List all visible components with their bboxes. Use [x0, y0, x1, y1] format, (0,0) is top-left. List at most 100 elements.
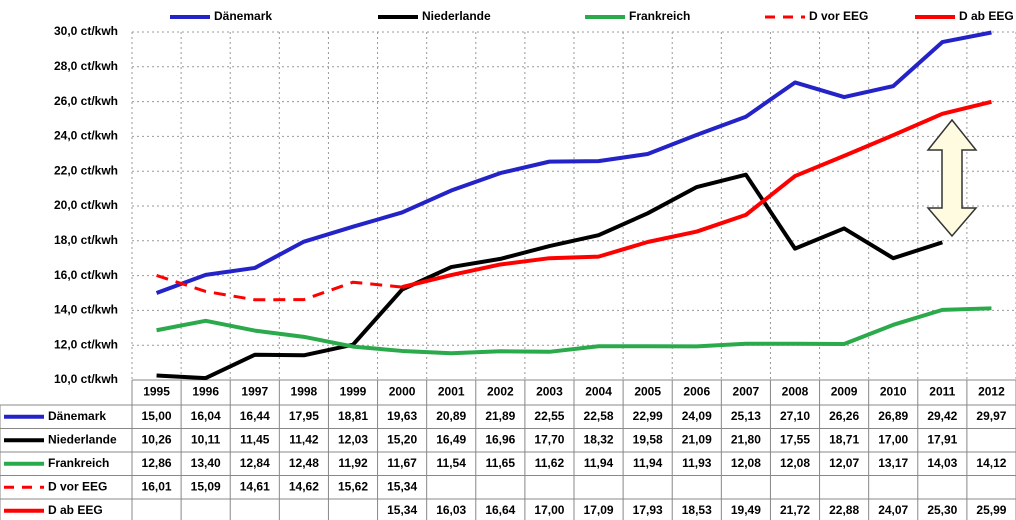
table-cell: 24,07 [878, 503, 908, 517]
legend-label: Dänemark [214, 9, 272, 23]
table-cell: 18,53 [682, 503, 712, 517]
x-tick-label: 2001 [438, 385, 465, 399]
table-cell: 21,80 [731, 432, 761, 446]
legend-label: D ab EEG [959, 9, 1014, 23]
table-row-label: Niederlande [48, 432, 117, 446]
x-tick-label: 2002 [487, 385, 514, 399]
y-tick-label: 20,0 ct/kwh [54, 198, 118, 212]
table-cell: 12,08 [780, 456, 810, 470]
table-cell: 17,70 [534, 432, 564, 446]
table-cell: 26,26 [829, 409, 859, 423]
table-cell: 14,03 [927, 456, 957, 470]
x-tick-label: 1998 [291, 385, 318, 399]
x-tick-label: 2012 [978, 385, 1005, 399]
table-cell: 11,62 [535, 456, 565, 470]
table-cell: 17,95 [289, 409, 319, 423]
table-cell: 19,49 [731, 503, 761, 517]
legend-label: Niederlande [422, 9, 491, 23]
y-tick-label: 18,0 ct/kwh [54, 233, 118, 247]
series-line [156, 306, 992, 356]
table-cell: 21,72 [780, 503, 810, 517]
table-cell: 25,99 [976, 503, 1006, 517]
x-tick-label: 1997 [241, 385, 268, 399]
table-cell: 15,34 [387, 479, 417, 493]
table-cell: 11,65 [486, 456, 516, 470]
y-tick-label: 22,0 ct/kwh [54, 163, 118, 177]
table-cell: 11,93 [682, 456, 712, 470]
x-tick-label: 1999 [340, 385, 367, 399]
x-tick-label: 1996 [192, 385, 219, 399]
x-tick-label: 2000 [389, 385, 416, 399]
y-tick-label: 14,0 ct/kwh [54, 303, 118, 317]
table-cell: 27,10 [780, 409, 810, 423]
x-tick-label: 2010 [880, 385, 907, 399]
table-cell: 13,40 [191, 456, 221, 470]
table-cell: 22,88 [829, 503, 859, 517]
table-cell: 17,55 [780, 432, 810, 446]
table-cell: 15,62 [338, 479, 368, 493]
table-cell: 15,34 [387, 503, 417, 517]
table-cell: 22,55 [534, 409, 564, 423]
y-tick-label: 30,0 ct/kwh [54, 24, 118, 38]
table-cell: 11,42 [289, 432, 319, 446]
y-tick-label: 10,0 ct/kwh [54, 372, 118, 386]
table-cell: 22,58 [584, 409, 614, 423]
table-cell: 29,42 [927, 409, 957, 423]
table-cell: 12,84 [240, 456, 270, 470]
table-cell: 21,09 [682, 432, 712, 446]
y-tick-label: 24,0 ct/kwh [54, 129, 118, 143]
series-line [155, 30, 992, 295]
table-cell: 17,00 [878, 432, 908, 446]
x-tick-label: 1995 [143, 385, 170, 399]
table-cell: 10,11 [191, 432, 221, 446]
legend-label: Frankreich [629, 9, 690, 23]
x-tick-label: 2006 [683, 385, 710, 399]
legend-label: D vor EEG [809, 9, 868, 23]
table-cell: 10,26 [142, 432, 172, 446]
table-cell: 16,01 [142, 479, 172, 493]
table-cell: 15,09 [191, 479, 221, 493]
x-tick-label: 2004 [585, 385, 612, 399]
table-cell: 12,03 [338, 432, 368, 446]
table-cell: 29,97 [976, 409, 1006, 423]
x-tick-label: 2009 [831, 385, 858, 399]
table-cell: 11,45 [240, 432, 270, 446]
table-cell: 15,20 [387, 432, 417, 446]
double-arrow [926, 118, 978, 238]
series-line [401, 99, 992, 290]
table-cell: 12,07 [829, 456, 859, 470]
table-cell: 11,94 [633, 456, 663, 470]
table-cell: 17,09 [584, 503, 614, 517]
x-tick-label: 2003 [536, 385, 563, 399]
table-cell: 19,63 [387, 409, 417, 423]
table-cell: 16,03 [436, 503, 466, 517]
table-cell: 11,92 [338, 456, 368, 470]
table-cell: 11,94 [584, 456, 614, 470]
table-cell: 14,61 [240, 479, 270, 493]
y-tick-label: 16,0 ct/kwh [54, 268, 118, 282]
table-cell: 18,32 [584, 432, 614, 446]
x-tick-label: 2008 [782, 385, 809, 399]
table-cell: 16,44 [240, 409, 270, 423]
table-cell: 14,62 [289, 479, 319, 493]
y-tick-label: 12,0 ct/kwh [54, 337, 118, 351]
series-line [156, 172, 943, 381]
table-cell: 12,08 [731, 456, 761, 470]
table-cell: 16,04 [191, 409, 221, 423]
table-cell: 18,71 [829, 432, 859, 446]
table-cell: 16,96 [485, 432, 515, 446]
table-cell: 26,89 [878, 409, 908, 423]
x-tick-label: 2011 [929, 385, 955, 399]
table-cell: 20,89 [436, 409, 466, 423]
table-cell: 25,13 [731, 409, 761, 423]
table-row-label: Dänemark [48, 409, 106, 423]
table-row-label: Frankreich [48, 456, 109, 470]
table-cell: 16,49 [436, 432, 466, 446]
table-cell: 17,93 [633, 503, 663, 517]
table-row-label: D vor EEG [48, 479, 107, 493]
table-cell: 13,17 [878, 456, 908, 470]
table-cell: 12,48 [289, 456, 319, 470]
table-cell: 25,30 [927, 503, 957, 517]
x-tick-label: 2007 [733, 385, 760, 399]
